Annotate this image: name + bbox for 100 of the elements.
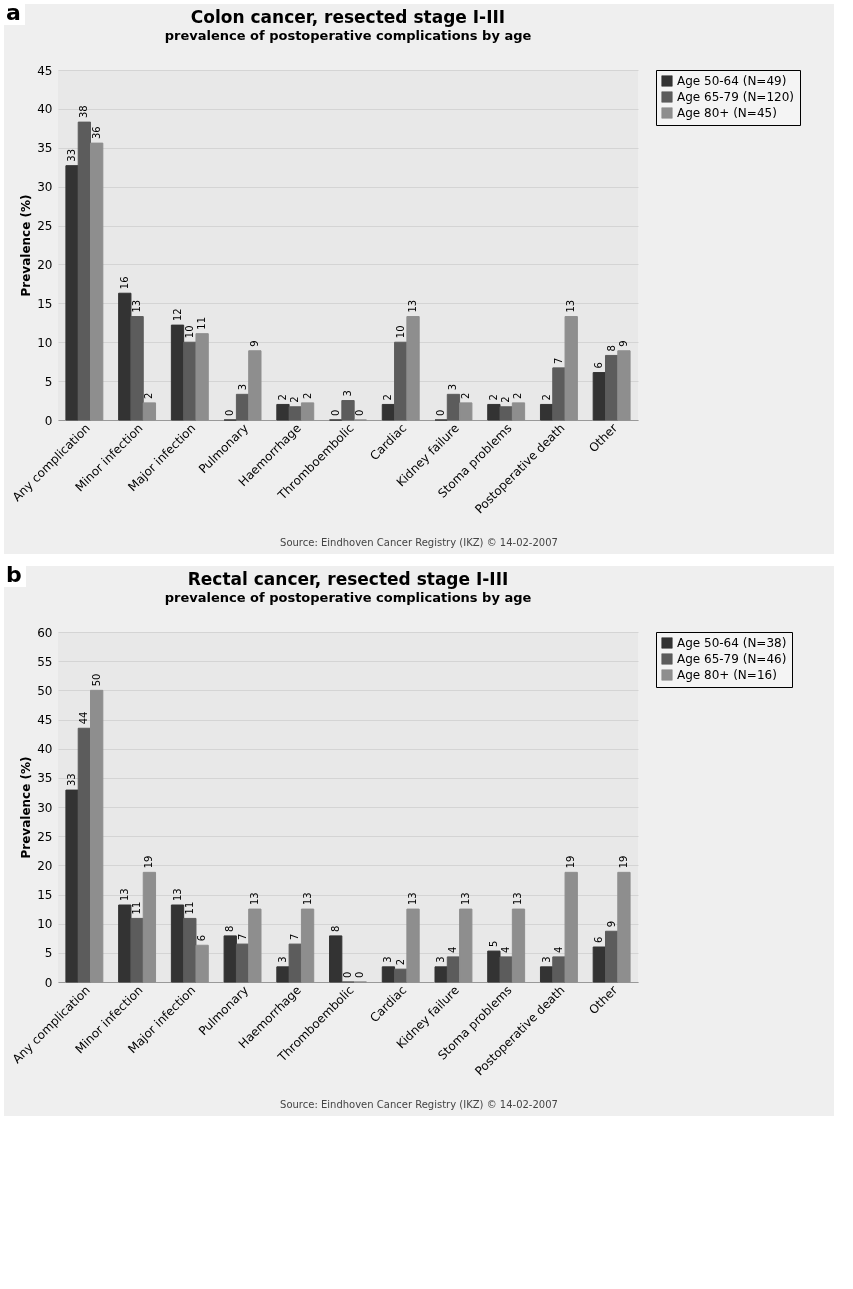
bar bbox=[434, 966, 448, 983]
legend-label: Age 65-79 (N=46) bbox=[677, 652, 787, 666]
data-label: 13 bbox=[407, 299, 419, 313]
data-label: 6 bbox=[196, 934, 208, 942]
data-label: 2 bbox=[289, 396, 301, 403]
bar bbox=[276, 966, 290, 983]
y-tick-label: 10 bbox=[37, 917, 53, 932]
bar bbox=[592, 372, 606, 421]
legend-label: Age 50-64 (N=49) bbox=[677, 74, 787, 88]
legend-label: Age 80+ (N=45) bbox=[677, 106, 777, 120]
bar bbox=[183, 341, 197, 421]
text: a bbox=[2, 0, 25, 25]
bar bbox=[329, 935, 343, 983]
y-tick-label: 15 bbox=[37, 296, 53, 311]
bar bbox=[604, 354, 619, 421]
data-label: 2 bbox=[500, 396, 512, 403]
data-label: 2 bbox=[276, 394, 288, 401]
data-label: 50 bbox=[90, 673, 102, 687]
data-label: 3 bbox=[382, 956, 394, 963]
bar bbox=[592, 946, 606, 983]
data-label: 3 bbox=[236, 383, 248, 391]
bar bbox=[394, 968, 408, 983]
bar bbox=[381, 966, 396, 983]
data-label: 13 bbox=[512, 892, 524, 906]
bar bbox=[381, 403, 396, 421]
data-label: 2 bbox=[394, 958, 406, 966]
data-label: 19 bbox=[143, 855, 155, 869]
bar bbox=[77, 727, 92, 983]
data-label: 12 bbox=[171, 308, 183, 322]
y-tick-label: 60 bbox=[37, 625, 53, 640]
bar bbox=[394, 341, 408, 421]
data-label: 33 bbox=[66, 148, 78, 162]
data-label: 11 bbox=[196, 316, 208, 330]
y-tick-label: 40 bbox=[37, 742, 53, 757]
data-label: 8 bbox=[605, 345, 617, 352]
data-label: 3 bbox=[342, 390, 353, 397]
data-label: 10 bbox=[394, 325, 406, 339]
data-label: 7 bbox=[289, 933, 301, 941]
text: b bbox=[2, 562, 26, 587]
bar bbox=[487, 403, 501, 421]
y-tick-label: 20 bbox=[37, 257, 53, 272]
y-tick-label: 45 bbox=[37, 713, 53, 727]
y-tick-label: 0 bbox=[44, 975, 53, 990]
y-tick-label: 25 bbox=[37, 829, 53, 844]
bar bbox=[499, 956, 513, 983]
bar bbox=[539, 403, 554, 421]
bar bbox=[288, 406, 302, 421]
source-note: Source: Eindhoven Cancer Registry (IKZ) © 14-02-2007 bbox=[279, 537, 559, 550]
data-label: 6 bbox=[593, 362, 605, 369]
data-label: 38 bbox=[78, 105, 90, 119]
bar bbox=[446, 956, 461, 983]
data-label: 10 bbox=[183, 325, 195, 339]
bar bbox=[183, 917, 197, 983]
bar bbox=[77, 121, 92, 421]
y-tick-label: 25 bbox=[37, 219, 53, 234]
data-label: 0 bbox=[342, 971, 353, 978]
y-axis-title: Prevalence (%) bbox=[19, 756, 34, 859]
chart-subtitle: prevalence of postoperative complications by age bbox=[164, 28, 532, 43]
y-tick-label: 55 bbox=[37, 654, 53, 669]
bar bbox=[552, 367, 566, 421]
bar bbox=[65, 165, 79, 421]
data-label: 13 bbox=[248, 892, 260, 906]
data-label: 13 bbox=[171, 888, 183, 901]
data-label: 9 bbox=[605, 920, 617, 928]
data-label: 13 bbox=[131, 299, 143, 313]
data-label: 3 bbox=[276, 956, 288, 963]
legend-label: Age 80+ (N=16) bbox=[677, 668, 777, 682]
bar bbox=[130, 316, 144, 421]
data-label: 19 bbox=[617, 855, 629, 869]
data-label: 2 bbox=[487, 394, 499, 401]
bar bbox=[65, 789, 79, 983]
data-label: 0 bbox=[354, 409, 366, 416]
bar bbox=[118, 292, 132, 421]
data-label: 2 bbox=[512, 392, 524, 399]
y-tick-label: 35 bbox=[37, 141, 53, 156]
data-label: 36 bbox=[90, 126, 102, 140]
legend-label: Age 50-64 (N=38) bbox=[677, 636, 787, 650]
bar bbox=[487, 950, 501, 983]
data-label: 13 bbox=[301, 892, 313, 906]
data-label: 33 bbox=[66, 773, 78, 787]
y-tick-label: 10 bbox=[37, 335, 53, 350]
y-tick-label: 15 bbox=[37, 888, 53, 902]
bar bbox=[552, 956, 566, 983]
data-label: 6 bbox=[593, 936, 605, 943]
data-label: 13 bbox=[459, 892, 471, 906]
data-label: 13 bbox=[565, 299, 577, 313]
bar bbox=[130, 917, 144, 983]
data-label: 5 bbox=[487, 940, 499, 948]
y-axis-title: Prevalence (%) bbox=[19, 194, 34, 297]
data-label: 4 bbox=[552, 946, 564, 953]
data-label: 0 bbox=[224, 409, 236, 416]
bar bbox=[276, 403, 290, 421]
bar bbox=[223, 935, 237, 983]
data-label: 3 bbox=[435, 956, 447, 963]
bar bbox=[288, 943, 302, 983]
bar bbox=[341, 400, 355, 421]
bar bbox=[604, 930, 619, 983]
data-label: 11 bbox=[131, 901, 143, 915]
bar bbox=[170, 324, 185, 421]
bar bbox=[499, 406, 513, 421]
